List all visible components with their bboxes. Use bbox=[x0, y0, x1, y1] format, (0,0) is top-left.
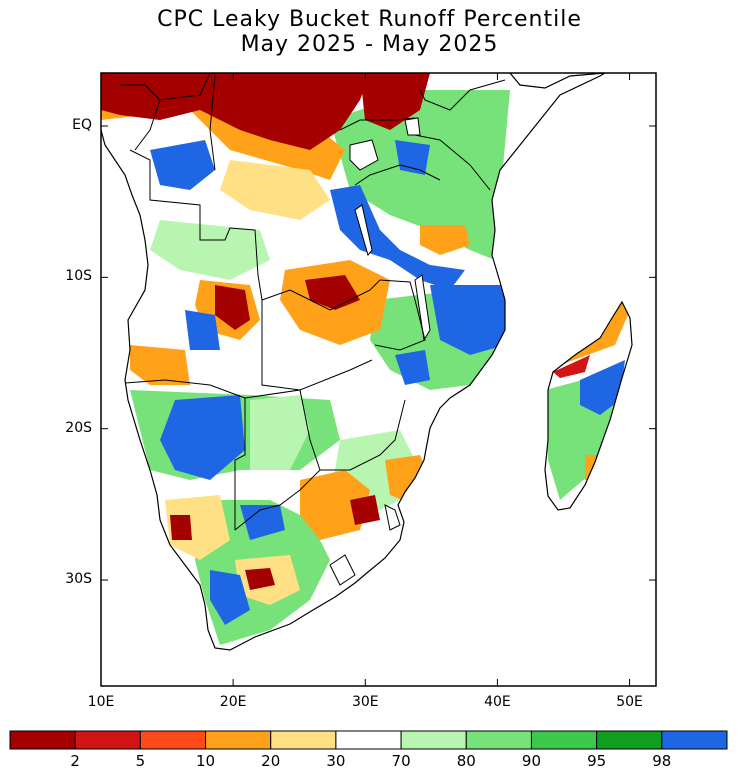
colorbar-swatch bbox=[400, 730, 467, 750]
lat-tick-label: 30S bbox=[65, 571, 92, 588]
lon-tick-label: 50E bbox=[616, 694, 643, 710]
colorbar-swatch bbox=[661, 730, 728, 750]
lon-tick-label: 30E bbox=[351, 694, 379, 710]
lon-tick-label: 40E bbox=[484, 694, 511, 710]
colorbar-label: 5 bbox=[135, 752, 146, 770]
map-frame bbox=[100, 72, 657, 687]
colorbar-swatch bbox=[74, 730, 141, 750]
country-borders bbox=[120, 73, 506, 586]
lon-ticks bbox=[100, 73, 631, 686]
colorbar-label: 80 bbox=[456, 752, 476, 770]
colorbar-label: 20 bbox=[261, 752, 281, 770]
runoff-field bbox=[101, 73, 632, 650]
coastline bbox=[101, 73, 633, 651]
lat-ticks bbox=[101, 125, 656, 581]
colorbar-swatch bbox=[139, 730, 207, 750]
lat-tick-label: EQ bbox=[72, 116, 92, 133]
colorbar-swatch bbox=[9, 730, 76, 750]
colorbar-label: 30 bbox=[326, 752, 346, 770]
lon-tick-label: 10E bbox=[87, 694, 115, 710]
colorbar bbox=[9, 730, 728, 750]
map-title: CPC Leaky Bucket Runoff Percentile bbox=[157, 7, 582, 32]
map-subtitle: May 2025 - May 2025 bbox=[240, 32, 499, 57]
colorbar-label: 95 bbox=[587, 752, 607, 770]
colorbar-label: 2 bbox=[70, 752, 80, 770]
colorbar-swatch bbox=[465, 730, 532, 750]
colorbar-swatch bbox=[596, 730, 663, 750]
colorbar-label: 70 bbox=[391, 752, 411, 770]
colorbar-swatch bbox=[335, 730, 402, 750]
lat-tick-label: 10S bbox=[65, 268, 92, 285]
colorbar-label: 10 bbox=[195, 752, 216, 770]
colorbar-swatch bbox=[205, 730, 272, 750]
lon-tick-label: 20E bbox=[219, 694, 247, 710]
lat-tick-label: 20S bbox=[65, 419, 92, 436]
colorbar-label: 98 bbox=[652, 752, 672, 770]
colorbar-swatch bbox=[530, 730, 598, 750]
colorbar-swatch bbox=[270, 730, 337, 750]
colorbar-label: 90 bbox=[521, 752, 541, 770]
